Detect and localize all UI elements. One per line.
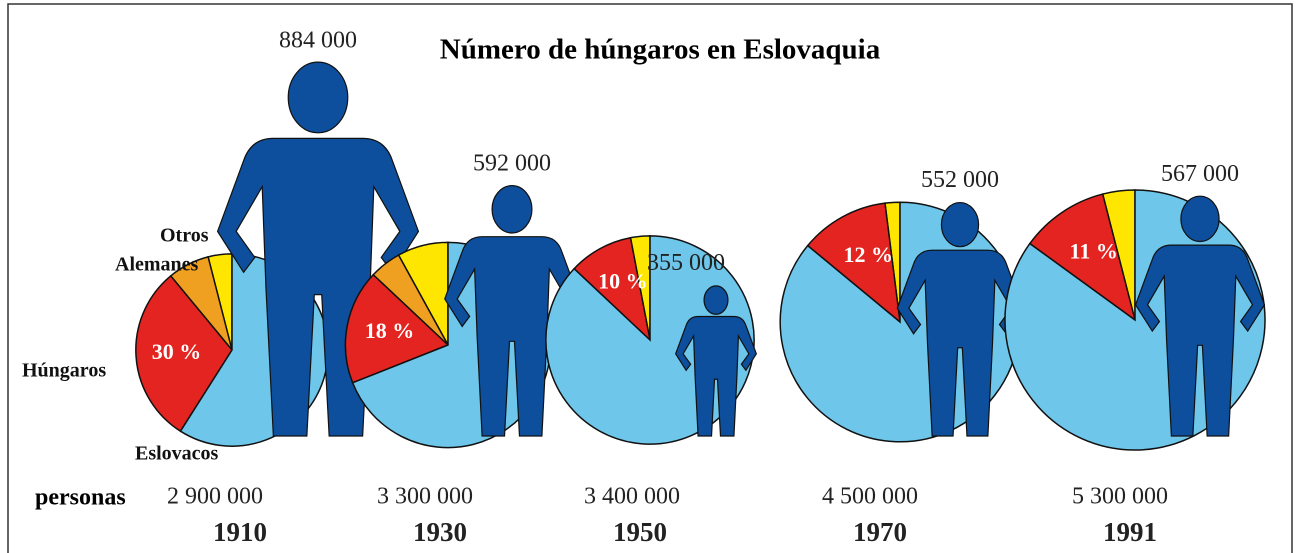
figure-head: [288, 62, 348, 133]
person-figure: [1136, 196, 1265, 436]
figure-head: [492, 186, 532, 233]
legend-label: Otros: [160, 225, 209, 247]
figure-body: [676, 316, 757, 436]
population-label: 4 500 000: [822, 484, 918, 510]
pie-slice: [135, 274, 233, 433]
legend-label: Eslovacos: [135, 443, 219, 465]
hungarian-count: 567 000: [1161, 161, 1239, 187]
person-figure: [218, 62, 419, 436]
year-label: 1950: [613, 517, 667, 547]
hungarian-count: 592 000: [473, 150, 551, 176]
figure-body: [218, 138, 419, 436]
figure-head: [941, 203, 978, 247]
pie-slice: [1028, 193, 1137, 322]
figure-head: [704, 286, 728, 314]
figure-head: [1181, 196, 1219, 241]
pie-slice: [806, 202, 901, 324]
slice-label: 30 %: [152, 339, 202, 364]
person-figure: [445, 186, 580, 436]
pie-slice: [344, 273, 450, 384]
person-figure: [676, 286, 757, 436]
year-label: 1910: [213, 517, 267, 547]
population-label: 2 900 000: [167, 484, 263, 510]
slice-label: 12 %: [843, 242, 893, 267]
chart-title: Número de húngaros en Eslovaquia: [440, 34, 881, 66]
population-label: 5 300 000: [1072, 484, 1168, 510]
slice-label: 18 %: [365, 318, 415, 343]
year-label: 1991: [1103, 517, 1157, 547]
slice-label: 10 %: [598, 268, 648, 293]
hungarian-count: 552 000: [921, 167, 999, 193]
figure-body: [1136, 245, 1265, 436]
hungarian-count: 355 000: [647, 250, 725, 276]
population-label: 3 400 000: [584, 484, 680, 510]
year-label: 1930: [413, 517, 467, 547]
frame: [7, 3, 1293, 553]
legend-label: Húngaros: [22, 360, 106, 382]
slice-label: 11 %: [1070, 238, 1118, 263]
year-label: 1970: [853, 517, 907, 547]
person-figure: [897, 203, 1022, 436]
figure-body: [445, 237, 580, 436]
legend-label: Alemanes: [115, 254, 199, 276]
hungarian-count: 884 000: [279, 28, 357, 54]
population-label: 3 300 000: [377, 484, 473, 510]
unit-label: personas: [35, 485, 126, 511]
figure-body: [897, 250, 1022, 436]
